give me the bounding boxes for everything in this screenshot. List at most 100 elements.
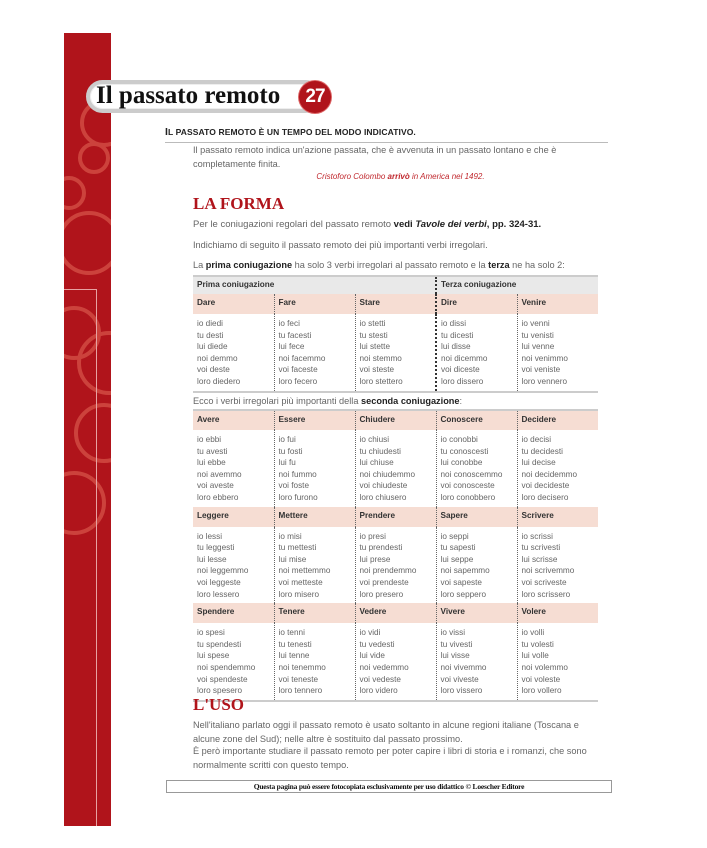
conjugated-form: voi leggeste <box>197 577 241 587</box>
conjugated-form: voi scriveste <box>521 577 567 587</box>
conjugated-form: tu sapesti <box>440 543 476 553</box>
conjugated-form: lui mise <box>278 554 307 564</box>
conjugated-form: voi veniste <box>521 365 561 375</box>
conjugated-form: lui scrisse <box>521 554 558 564</box>
verb-header-row: Avere Essere Chiudere Conoscere Decidere <box>193 410 598 430</box>
verb-conjugation-cell: io misi tu mettesti lui mise noi mettemmo vo… <box>273 526 355 604</box>
verb-conjugation-cell: io stetti tu stesti lui stette noi stemmo vo… <box>354 314 436 392</box>
decorative-side-band <box>64 33 111 826</box>
conjugated-form: voi deste <box>197 365 230 375</box>
verb-header: Spendere <box>193 603 274 624</box>
verb-header: Avere <box>193 410 274 430</box>
verb-conjugation-cell: io tenni tu tenesti lui tenne noi tenemmo vo… <box>273 623 355 701</box>
conjugated-form: loro misero <box>278 589 320 599</box>
verb-header: Sapere <box>435 506 517 527</box>
conjugated-form: tu conoscesti <box>440 446 489 456</box>
verb-header: Tenere <box>273 603 355 624</box>
p4-c: : <box>459 396 463 406</box>
conjugated-form: loro vennero <box>521 376 568 386</box>
conjugated-form: tu leggesti <box>197 543 235 553</box>
conjugated-form: loro stettero <box>359 376 403 386</box>
verb-conjugation-cell: io decisi tu decidesti lui decise noi decid… <box>516 430 598 507</box>
conjugated-form: tu scrivesti <box>521 543 561 553</box>
intro-paragraph: Il passato remoto indica un'azione passa… <box>193 145 557 169</box>
conjugated-form: io venni <box>521 319 550 328</box>
verb-conjugation-cell: io seppi tu sapesti lui seppe noi sapemmo vo… <box>435 526 517 604</box>
conjugated-form: noi vedemmo <box>359 662 409 672</box>
conjugated-form: noi mettemmo <box>278 566 331 576</box>
conjugated-form: voi diceste <box>441 365 480 375</box>
verb-header: Vedere <box>354 603 436 624</box>
conjugated-form: voi faceste <box>278 365 318 375</box>
conjugated-form: loro seppero <box>440 589 487 599</box>
verb-conjugation-cell: io spesi tu spendesti lui spese noi spendem… <box>193 623 274 701</box>
verb-header: Venire <box>516 294 598 314</box>
conjugated-form: tu avesti <box>197 446 228 456</box>
conjugated-form: loro diedero <box>197 376 241 386</box>
conjugated-form: tu dicesti <box>441 330 474 340</box>
subhead-text: l passato remoto è un tempo del modo ind… <box>168 127 416 137</box>
subhead-initial: I <box>165 126 169 138</box>
conjugated-form: io chiusi <box>359 435 390 444</box>
conjugated-form: tu vedesti <box>359 639 395 649</box>
verb-header-row: Spendere Tenere Vedere Vivere Volere <box>193 603 598 624</box>
conjugated-form: lui fu <box>278 458 296 468</box>
verb-conjugation-cell: io vidi tu vedesti lui vide noi vedemmo voi … <box>354 623 436 701</box>
conjugated-form: tu facesti <box>278 330 312 340</box>
conjugated-form: loro scrissero <box>521 589 571 599</box>
conjugated-form: loro vollero <box>521 686 562 696</box>
p3-e: ne ha solo 2: <box>509 260 565 270</box>
conjugated-form: tu vivesti <box>440 639 473 649</box>
conjugated-form: lui spese <box>197 651 230 661</box>
conjugated-form: voi viveste <box>440 674 479 684</box>
conjugated-form: loro chiusero <box>359 492 407 502</box>
p3-c: ha solo 3 verbi irregolari al passato re… <box>292 260 489 270</box>
conjugated-form: lui ebbe <box>197 458 226 468</box>
conjugated-form: lui decise <box>521 458 556 468</box>
conjugated-form: voi teneste <box>278 674 319 684</box>
verb-conjugation-cell: io fui tu fosti lui fu noi fummo voi foste lo… <box>273 430 355 507</box>
verb-conjugation-cell: io ebbi tu avesti lui ebbe noi avemmo voi av… <box>193 430 274 507</box>
conjugated-form: voi voleste <box>521 674 561 684</box>
p4-a: Ecco i verbi irregolari più importanti d… <box>193 396 361 406</box>
conjugated-form: voi prendeste <box>359 577 409 587</box>
conjugated-form: noi decidemmo <box>521 469 578 479</box>
copyright-footer: Questa pagina può essere fotocopiata esc… <box>166 780 612 793</box>
conjugated-form: tu stesti <box>359 330 388 340</box>
conjugated-form: loro conobbero <box>440 492 496 502</box>
conjugated-form: loro furono <box>278 492 318 502</box>
table-first-third-conjugation: Prima coniugazione Terza coniugazione Dar… <box>193 275 598 393</box>
verb-conjugation-cell: io chiusi tu chiudesti lui chiuse noi chiud… <box>354 430 436 507</box>
forma-paragraph-4: Ecco i verbi irregolari più importanti d… <box>193 394 608 408</box>
conjugated-form: io scrissi <box>521 531 553 541</box>
conjugated-form: noi tenemmo <box>278 662 326 672</box>
conjugated-form: io spesi <box>197 628 225 638</box>
conjugated-form: lui vide <box>359 651 386 661</box>
conjugated-form: loro fecero <box>278 376 318 386</box>
verb-header: Dare <box>193 294 274 314</box>
verb-conjugation-cell: io venni tu venisti lui venne noi venimmo vo… <box>516 314 598 392</box>
conjugated-form: tu desti <box>197 330 224 340</box>
conjugated-form: loro lessero <box>197 589 240 599</box>
forma-paragraph-1: Per le coniugazioni regolari del passato… <box>193 218 608 232</box>
conjugated-form: tu spendesti <box>197 639 242 649</box>
conjugated-form: io fui <box>278 435 296 444</box>
verb-header: Stare <box>354 294 436 314</box>
example-sentence: Cristoforo Colombo arrivò in America nel… <box>193 172 608 181</box>
conjugated-form: io presi <box>359 531 386 541</box>
p3-a: La <box>193 260 206 270</box>
conjugated-form: voi aveste <box>197 481 234 491</box>
conjugated-form: noi volemmo <box>521 662 568 672</box>
conjugated-form: lui diede <box>197 342 228 352</box>
conjugated-form: voi spendeste <box>197 674 248 684</box>
conjugated-form: noi venimmo <box>521 353 568 363</box>
conjugated-form: io lessi <box>197 531 223 541</box>
conjugated-form: loro ebbero <box>197 492 239 502</box>
uso-paragraph-1: Nell'italiano parlato oggi il passato re… <box>193 720 579 744</box>
conjugated-form: lui chiuse <box>359 458 394 468</box>
p4-b: seconda coniugazione <box>361 396 460 406</box>
verb-forms-row: io ebbi tu avesti lui ebbe noi avemmo voi av… <box>193 430 598 507</box>
verb-header: Chiudere <box>354 410 436 430</box>
chapter-badge: 27 <box>299 81 331 113</box>
conjugated-form: voi decideste <box>521 481 570 491</box>
